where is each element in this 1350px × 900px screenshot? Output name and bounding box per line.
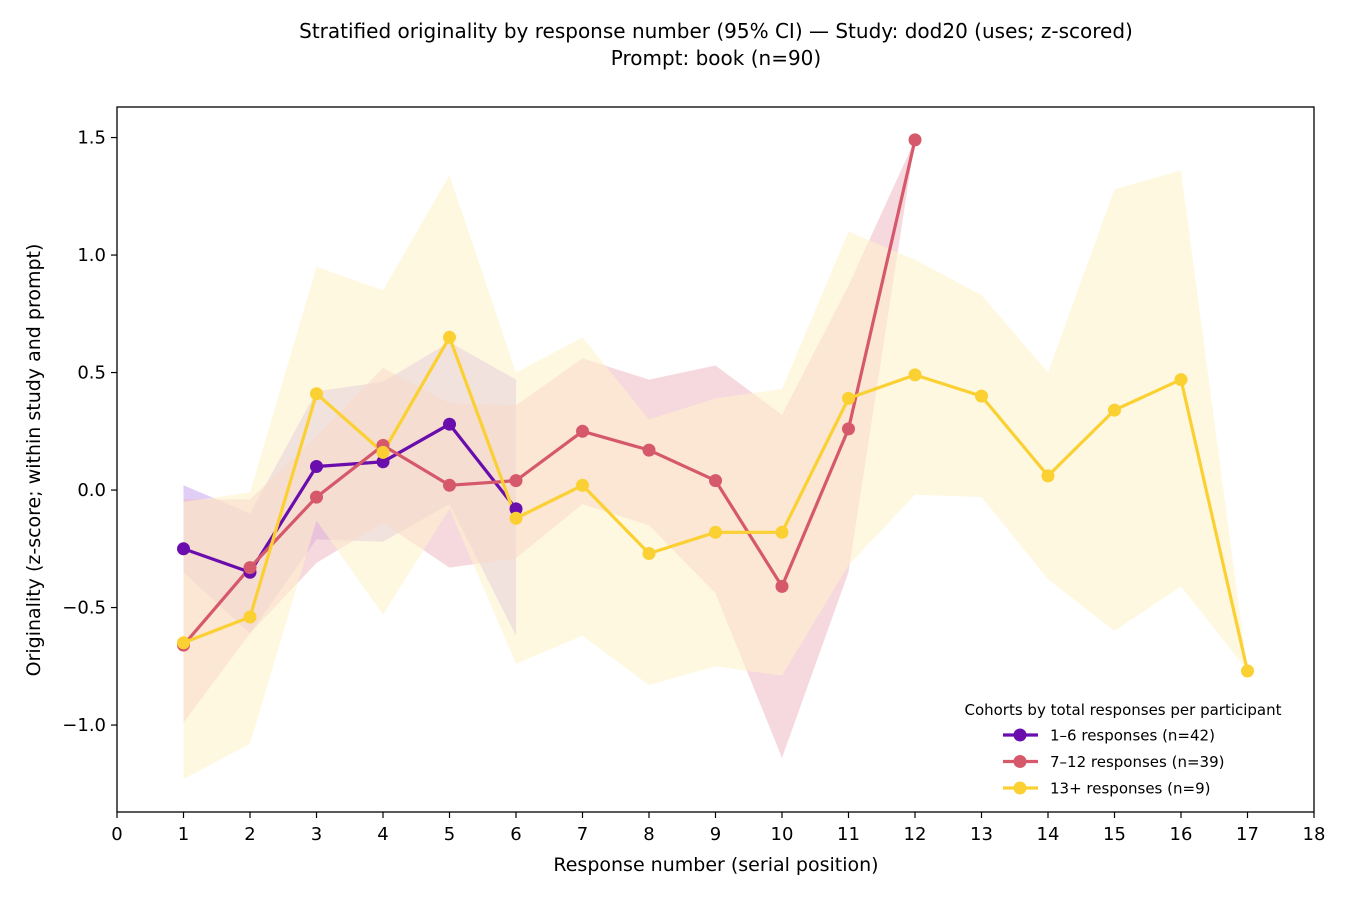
point-series-3 (376, 445, 390, 459)
point-series-3 (1174, 373, 1188, 387)
legend: Cohorts by total responses per participa… (964, 701, 1281, 798)
x-axis-ticks: 0 1 2 3 4 5 6 7 8 9 10 11 12 13 14 15 16 17 18 (111, 812, 1325, 845)
point-series-2 (775, 579, 789, 593)
x-tick-label: 7 (577, 824, 588, 845)
y-axis-ticks: 1.5 1.0 0.5 0.0 −0.5 −1.0 (62, 128, 117, 736)
y-tick-label: 1.0 (77, 245, 106, 266)
x-axis-label: Response number (serial position) (553, 854, 878, 876)
x-tick-label: 18 (1303, 824, 1326, 845)
x-tick-label: 11 (837, 824, 860, 845)
point-series-3 (509, 511, 523, 525)
point-series-3 (576, 478, 589, 492)
chart-subtitle: Prompt: book (n=90) (611, 46, 821, 70)
point-series-2 (509, 474, 523, 488)
point-series-1 (177, 542, 190, 556)
point-series-2 (310, 490, 323, 504)
point-series-3 (908, 368, 922, 382)
point-series-2 (243, 561, 257, 575)
y-tick-label: 1.5 (77, 128, 106, 149)
x-tick-label: 9 (710, 824, 721, 845)
line-series-2 (182, 139, 917, 647)
point-series-2 (642, 443, 656, 457)
x-tick-label: 12 (904, 824, 927, 845)
x-tick-label: 10 (771, 824, 794, 845)
line-series-1 (182, 422, 518, 574)
point-series-3 (1241, 664, 1254, 678)
point-series-2 (443, 478, 456, 492)
point-series-3 (775, 525, 789, 539)
x-tick-label: 17 (1236, 824, 1259, 845)
y-tick-label: 0.5 (77, 363, 106, 384)
legend-entry-3: 13+ responses (n=9) (1050, 780, 1210, 798)
point-series-3 (310, 387, 323, 401)
point-series-3 (709, 525, 722, 539)
y-tick-label: −1.0 (62, 715, 106, 736)
x-tick-label: 6 (510, 824, 521, 845)
x-tick-label: 4 (377, 824, 388, 845)
legend-marker-3 (1013, 781, 1027, 795)
x-tick-label: 13 (970, 824, 993, 845)
point-series-2 (576, 424, 589, 438)
point-series-2 (908, 133, 922, 147)
point-series-1 (310, 460, 323, 473)
legend-marker-2 (1013, 755, 1027, 768)
chart-title: Stratified originality by response numbe… (299, 19, 1133, 43)
legend-marker-1 (1013, 728, 1027, 742)
legend-entry-2: 7–12 responses (n=39) (1050, 753, 1224, 771)
point-series-3 (1041, 469, 1055, 483)
x-tick-label: 1 (178, 824, 189, 845)
x-tick-label: 0 (111, 824, 122, 845)
x-tick-label: 14 (1037, 824, 1060, 845)
point-series-1 (509, 502, 523, 516)
confidence-bands (183, 139, 1248, 780)
point-series-3 (975, 389, 988, 403)
x-tick-label: 3 (311, 824, 322, 845)
y-tick-label: −0.5 (62, 598, 106, 619)
point-series-3 (842, 391, 855, 405)
point-series-3 (177, 636, 190, 650)
point-series-3 (642, 547, 656, 560)
x-tick-label: 15 (1103, 824, 1126, 845)
legend-title: Cohorts by total responses per participa… (964, 701, 1281, 719)
point-series-1 (376, 455, 390, 469)
point-series-3 (1108, 403, 1121, 417)
legend-entry-1: 1–6 responses (n=42) (1050, 727, 1215, 745)
point-series-2 (842, 422, 855, 436)
x-tick-label: 2 (244, 824, 255, 845)
x-tick-label: 16 (1170, 824, 1193, 845)
y-tick-label: 0.0 (77, 480, 106, 501)
y-axis-label: Originality (z-score; within study and p… (23, 244, 45, 677)
series-points (177, 133, 1254, 678)
point-series-1 (443, 417, 456, 431)
point-series-3 (443, 330, 456, 344)
point-series-3 (243, 610, 257, 624)
x-tick-label: 5 (444, 824, 455, 845)
x-tick-label: 8 (643, 824, 654, 845)
point-series-2 (709, 474, 722, 488)
